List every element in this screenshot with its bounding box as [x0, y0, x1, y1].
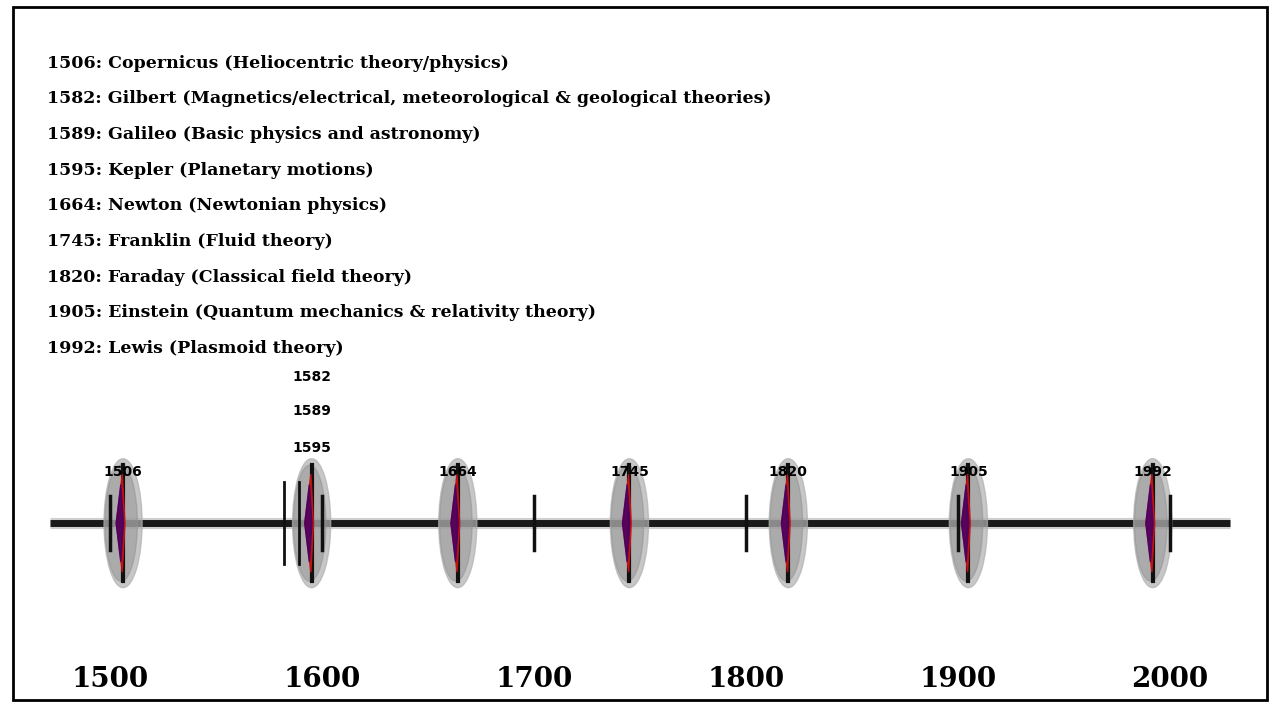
Text: 1506: 1506	[104, 465, 142, 479]
Ellipse shape	[439, 459, 477, 588]
Ellipse shape	[1134, 465, 1167, 581]
Text: 1506: Copernicus (Heliocentric theory/physics): 1506: Copernicus (Heliocentric theory/ph…	[47, 55, 508, 72]
Text: 1700: 1700	[495, 666, 572, 693]
Text: 1745: 1745	[611, 465, 649, 479]
Text: 1595: 1595	[292, 441, 332, 455]
Text: 1800: 1800	[708, 666, 785, 693]
Polygon shape	[305, 474, 314, 572]
Text: 1600: 1600	[284, 666, 361, 693]
Text: 1992: 1992	[1133, 465, 1172, 479]
Ellipse shape	[950, 459, 987, 588]
Ellipse shape	[440, 465, 472, 581]
Polygon shape	[622, 484, 630, 562]
Text: 1992: Lewis (Plasmoid theory): 1992: Lewis (Plasmoid theory)	[47, 340, 343, 357]
Text: 1745: Franklin (Fluid theory): 1745: Franklin (Fluid theory)	[47, 233, 333, 250]
Text: 1589: Galileo (Basic physics and astronomy): 1589: Galileo (Basic physics and astrono…	[47, 126, 480, 143]
Polygon shape	[451, 474, 460, 572]
Ellipse shape	[950, 465, 983, 581]
Text: 1595: Kepler (Planetary motions): 1595: Kepler (Planetary motions)	[47, 162, 374, 179]
Text: 2000: 2000	[1132, 666, 1208, 693]
Ellipse shape	[293, 459, 330, 588]
Text: 1582: Gilbert (Magnetics/electrical, meteorological & geological theories): 1582: Gilbert (Magnetics/electrical, met…	[47, 90, 772, 107]
Ellipse shape	[105, 465, 137, 581]
Polygon shape	[305, 484, 312, 562]
Polygon shape	[961, 474, 970, 572]
Text: 1664: Newton (Newtonian physics): 1664: Newton (Newtonian physics)	[47, 197, 387, 214]
Text: 1820: 1820	[769, 465, 808, 479]
Text: 1820: Faraday (Classical field theory): 1820: Faraday (Classical field theory)	[47, 269, 412, 286]
Polygon shape	[116, 484, 123, 562]
Ellipse shape	[104, 459, 142, 588]
Text: 1664: 1664	[439, 465, 477, 479]
Text: 1500: 1500	[72, 666, 148, 693]
Text: 1582: 1582	[292, 370, 332, 384]
Ellipse shape	[611, 459, 649, 588]
Polygon shape	[622, 474, 631, 572]
Text: 1900: 1900	[919, 666, 996, 693]
Polygon shape	[451, 484, 458, 562]
Polygon shape	[781, 474, 790, 572]
Polygon shape	[1146, 474, 1155, 572]
Ellipse shape	[612, 465, 644, 581]
Text: 1589: 1589	[292, 404, 332, 418]
Ellipse shape	[771, 465, 803, 581]
Polygon shape	[781, 484, 788, 562]
Text: 1905: Einstein (Quantum mechanics & relativity theory): 1905: Einstein (Quantum mechanics & rela…	[47, 304, 595, 321]
Polygon shape	[961, 484, 969, 562]
Ellipse shape	[293, 465, 326, 581]
Ellipse shape	[769, 459, 808, 588]
Ellipse shape	[1134, 459, 1171, 588]
Text: 1905: 1905	[948, 465, 988, 479]
Polygon shape	[1146, 484, 1153, 562]
Polygon shape	[116, 474, 125, 572]
